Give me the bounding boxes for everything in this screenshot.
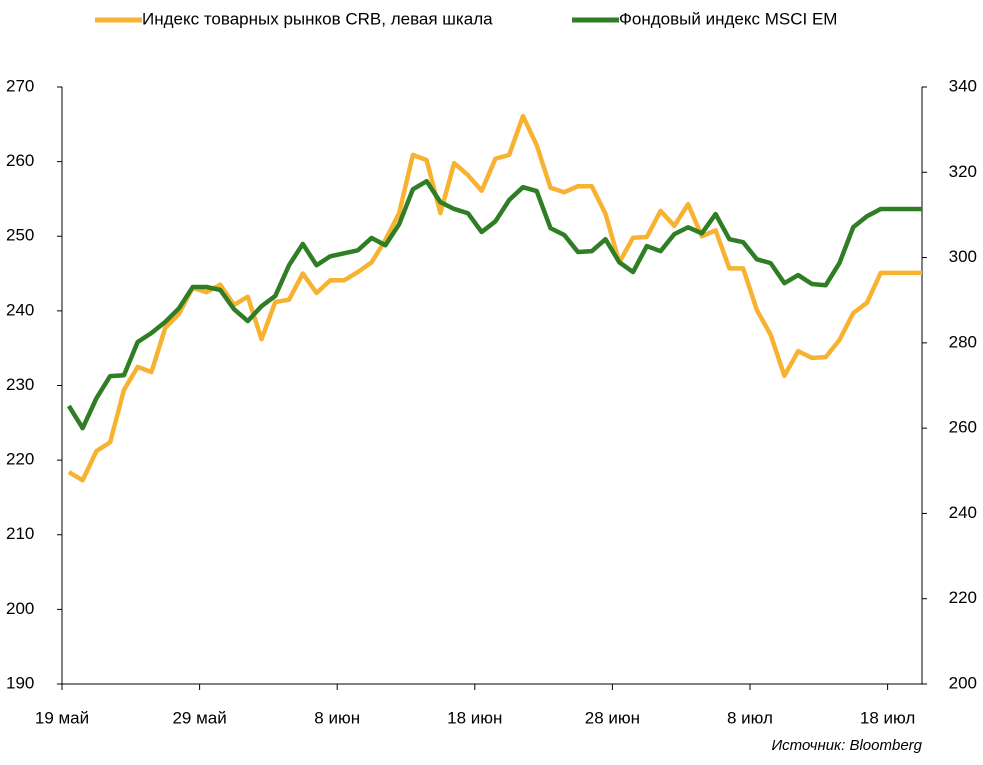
x-tick-label: 18 июн xyxy=(447,708,502,727)
y2-tick-label: 280 xyxy=(949,332,977,351)
series-line xyxy=(66,178,922,431)
y-tick-label: 190 xyxy=(6,673,34,692)
legend-label: Фондовый индекс MSCI EM xyxy=(619,9,837,28)
series-line xyxy=(67,113,922,483)
y-tick-label: 250 xyxy=(6,226,34,245)
y-tick-label: 260 xyxy=(6,151,34,170)
y2-tick-label: 260 xyxy=(949,418,977,437)
x-tick-label: 29 май xyxy=(172,708,226,727)
y2-tick-label: 240 xyxy=(949,503,977,522)
source-note: Источник: Bloomberg xyxy=(771,737,922,754)
y2-tick-label: 200 xyxy=(949,673,977,692)
legend-label: Индекс товарных рынков CRB, левая шкала xyxy=(142,9,493,28)
y-tick-label: 210 xyxy=(6,524,34,543)
x-tick-label: 8 июл xyxy=(727,708,773,727)
y2-tick-label: 320 xyxy=(949,162,977,181)
x-tick-label: 8 июн xyxy=(314,708,360,727)
x-tick-label: 28 июн xyxy=(585,708,640,727)
y-tick-label: 230 xyxy=(6,375,34,394)
x-tick-label: 19 май xyxy=(35,708,89,727)
y-tick-label: 240 xyxy=(6,300,34,319)
y-tick-label: 200 xyxy=(6,599,34,618)
x-tick-label: 18 июл xyxy=(860,708,915,727)
y-tick-label: 270 xyxy=(6,76,34,95)
y2-tick-label: 220 xyxy=(949,588,977,607)
y2-tick-label: 340 xyxy=(949,76,977,95)
y-tick-label: 220 xyxy=(6,450,34,469)
y2-tick-label: 300 xyxy=(949,247,977,266)
